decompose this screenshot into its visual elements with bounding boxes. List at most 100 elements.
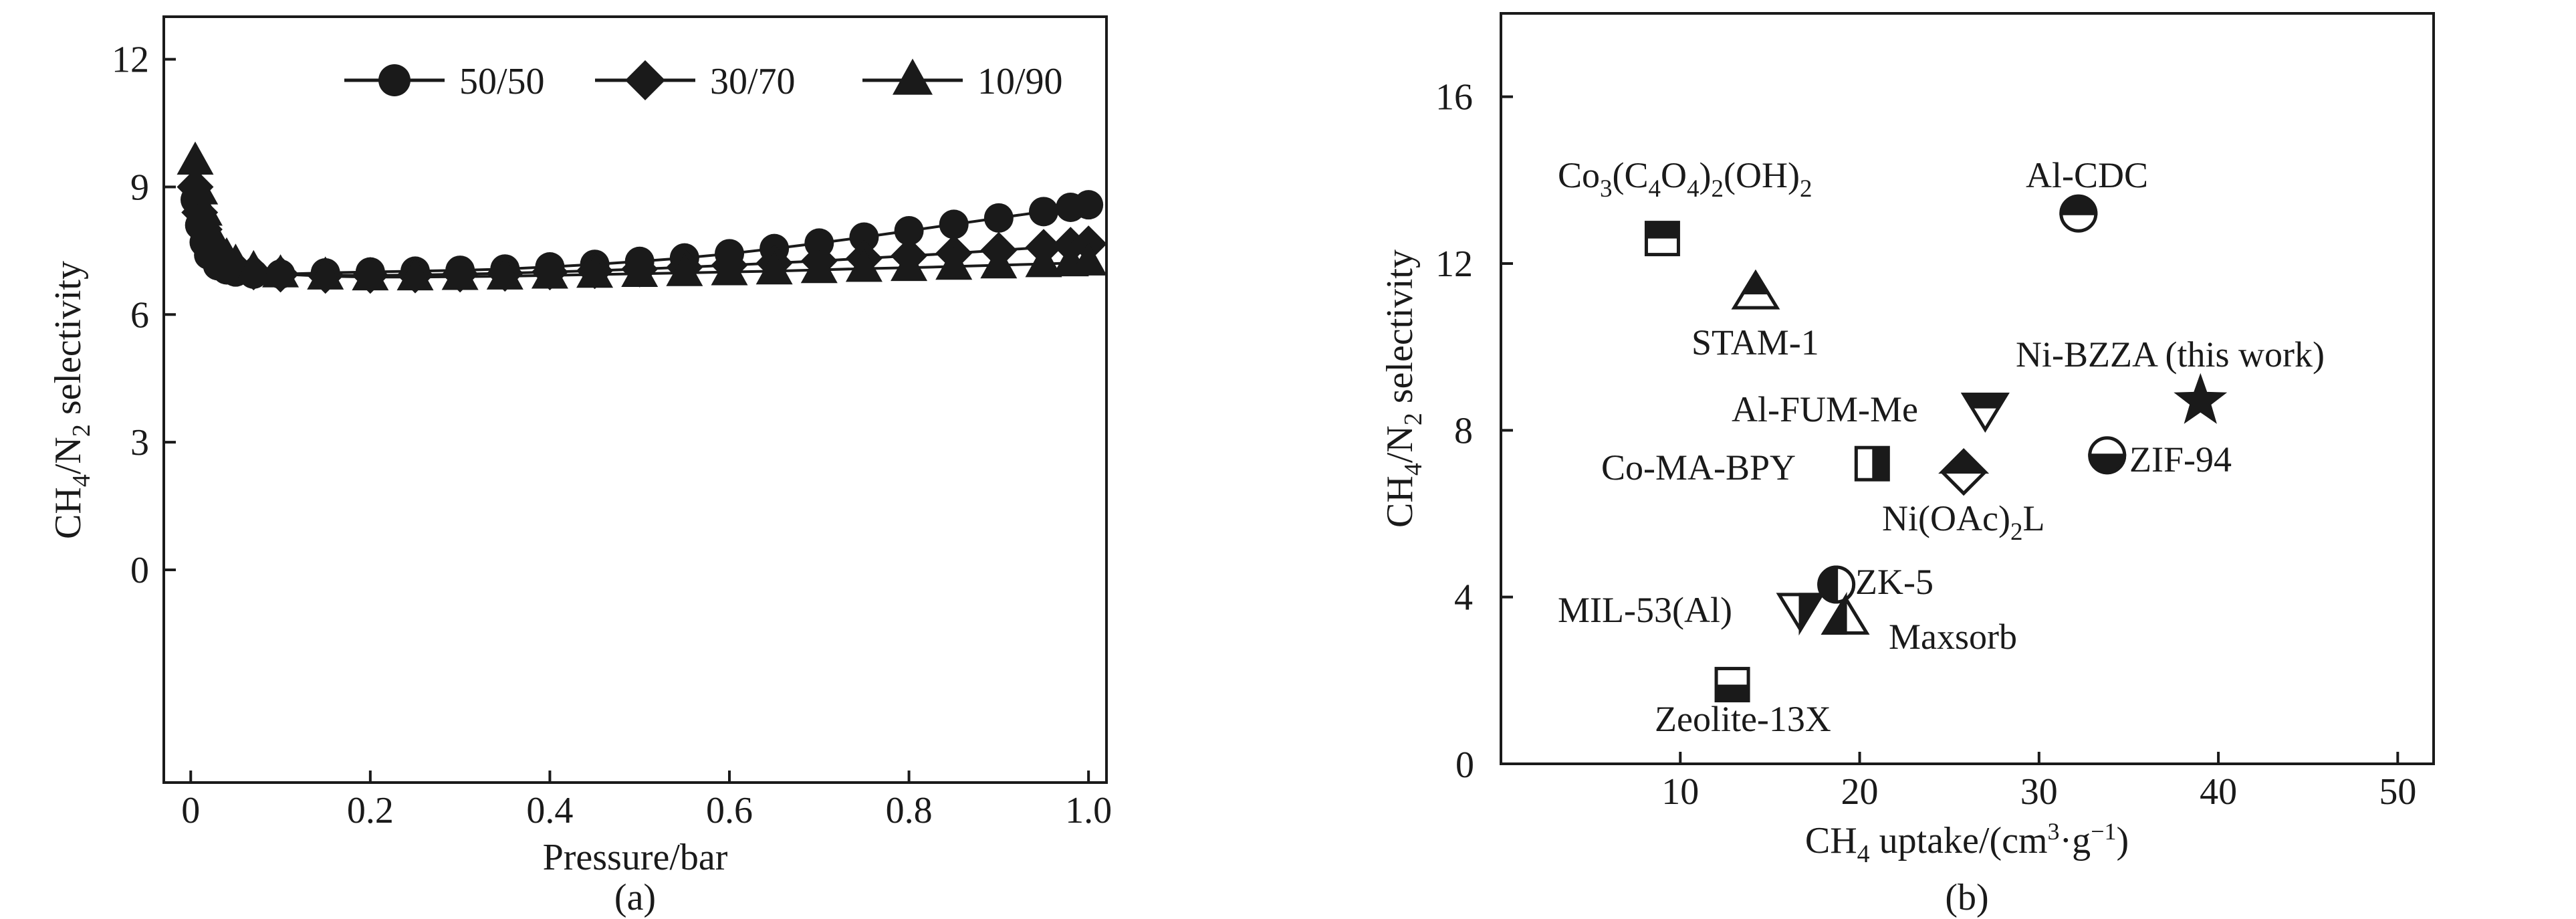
panel-a-x-axis-title: Pressure/bar — [543, 837, 728, 878]
b-x-tick-label-4: 50 — [2379, 771, 2416, 813]
series-10-90-point-17 — [666, 253, 703, 286]
panel-b-selectivity-vs-uptake: 10 20 30 40 50 4 8 12 16 0 Co3(C4O4)2(OH)2 STAM… — [1379, 12, 2435, 918]
point-label-ni-bzza: Ni-BZZA (this work) — [2016, 334, 2325, 375]
point-al-fum-me — [1960, 393, 2010, 433]
series-10-90-point-1 — [181, 171, 219, 205]
point-zeolite-13x — [1714, 667, 1750, 703]
b-y-tick-label-2: 12 — [1435, 243, 1473, 285]
point-stam-1 — [1731, 269, 1780, 310]
point-co3-c4o4-2-oh-2 — [1644, 221, 1680, 257]
series-50-50-point-22 — [894, 215, 924, 245]
series-10-90-point-10 — [352, 257, 389, 291]
series-10-90-point-24 — [980, 245, 1018, 279]
series-10-90-point-14 — [531, 256, 568, 289]
series-10-90-point-15 — [576, 254, 614, 288]
a-y-tick-label-3: 9 — [130, 167, 149, 208]
legend-marker-50-50 — [378, 64, 411, 96]
legend-label-30-70: 30/70 — [710, 61, 796, 102]
point-maxsorb — [1821, 591, 1870, 635]
point-stam-1-shape-1 — [1740, 269, 1771, 295]
a-x-tick-label-0: 0 — [181, 790, 200, 831]
legend-marker-30-70 — [625, 60, 665, 100]
panel-a-y-axis-title: CH4/N2 selectivity — [47, 261, 96, 539]
series-50-50-point-21 — [849, 222, 879, 252]
series-10-90-point-20 — [800, 249, 838, 284]
point-zk-5 — [1817, 565, 1856, 604]
a-x-tick-label-5: 1.0 — [1065, 790, 1112, 831]
legend-marker-10-90 — [893, 58, 933, 95]
series-10-90-point-23 — [935, 246, 973, 280]
point-label-mil-53: MIL-53(Al) — [1558, 590, 1732, 630]
panel-b-x-axis-title: CH4 uptake/(cm3·g−1) — [1805, 818, 2129, 868]
point-label-al-fum-me: Al-FUM-Me — [1732, 389, 1918, 429]
series-10-90-point-19 — [755, 251, 793, 285]
series-10-90-point-21 — [845, 248, 883, 282]
point-al-cdc-shape-1 — [2059, 194, 2098, 215]
series-50-50-point-24 — [983, 203, 1014, 233]
point-label-al-cdc: Al-CDC — [2026, 155, 2148, 195]
series-10-90-point-18 — [711, 251, 748, 286]
panel-b-x-ticks: 10 20 30 40 50 — [1661, 752, 2416, 813]
a-y-tick-label-1: 3 — [130, 422, 149, 464]
panel-a-series — [177, 141, 1107, 294]
a-x-tick-label-3: 0.6 — [706, 790, 753, 831]
point-co3-c4o4-2-oh-2-shape-1 — [1646, 222, 1679, 239]
series-10-90-point-9 — [307, 256, 344, 290]
panel-a-x-ticks: 0 0.2 0.4 0.6 0.8 1.0 — [181, 771, 1112, 831]
point-label-stam-1: STAM-1 — [1691, 322, 1819, 363]
panel-a-y-ticks: 0 3 6 9 12 — [112, 39, 176, 591]
b-x-tick-label-2: 30 — [2020, 771, 2058, 813]
point-zif-94-shape-1 — [2088, 453, 2127, 475]
point-label-zif-94: ZIF-94 — [2129, 439, 2232, 480]
point-zif-94 — [2088, 436, 2127, 475]
point-ni-bzza-this-work-shape-0 — [2174, 373, 2228, 424]
point-co-ma-bpy-shape-1 — [1872, 447, 1889, 480]
series-10-90-point-11 — [396, 257, 434, 291]
point-label-nioac2l: Ni(OAc)2L — [1882, 498, 2044, 546]
series-50-50-point-25 — [1029, 197, 1058, 227]
panel-a-label: (a) — [614, 877, 656, 918]
series-50-50-point-23 — [939, 209, 969, 239]
panel-a-legend: 50/50 30/70 10/90 — [344, 58, 1063, 102]
series-10-90-point-22 — [891, 247, 928, 282]
b-y-tick-label-3: 16 — [1435, 77, 1473, 118]
legend-label-50-50: 50/50 — [459, 61, 545, 102]
series-10-90-point-13 — [486, 256, 523, 290]
b-x-tick-label-1: 20 — [1841, 771, 1879, 813]
point-al-cdc — [2059, 194, 2098, 233]
panel-b-y-ticks: 4 8 12 16 — [1435, 77, 1513, 619]
point-label-co-ma-bpy: Co-MA-BPY — [1601, 447, 1796, 488]
series-10-90-point-8 — [262, 254, 300, 288]
b-y-tick-label-1: 8 — [1454, 410, 1473, 451]
panel-a-axes-frame — [162, 15, 1108, 784]
point-label-zeolite-13x: Zeolite-13X — [1655, 699, 1831, 739]
point-al-fum-me-shape-1 — [1960, 393, 2010, 409]
series-10-90-point-2 — [185, 192, 223, 226]
point-zeolite-13x-shape-1 — [1716, 684, 1749, 701]
point-label-co3c4o4: Co3(C4O4)2(OH)2 — [1558, 155, 1812, 203]
series-10-90-point-25 — [1025, 243, 1062, 278]
b-x-tick-label-3: 40 — [2200, 771, 2237, 813]
point-ni-bzza-this-work — [2174, 373, 2228, 424]
panel-b-axes-frame — [1500, 12, 2435, 765]
point-co-ma-bpy — [1854, 445, 1890, 482]
point-ni-oac-2l-shape-1 — [1938, 448, 1990, 474]
point-mil-53-al-shape-1 — [1798, 593, 1825, 636]
point-ni-oac-2l — [1938, 448, 1990, 496]
a-y-tick-label-0: 0 — [130, 550, 149, 591]
series-50-50-point-27 — [1074, 190, 1104, 220]
point-label-zk-5: ZK-5 — [1855, 562, 1934, 602]
legend-label-10-90: 10/90 — [977, 61, 1063, 102]
a-y-tick-label-2: 6 — [130, 294, 149, 336]
panel-b-label: (b) — [1945, 877, 1988, 918]
point-maxsorb-shape-1 — [1821, 591, 1847, 635]
b-y-tick-label-0: 4 — [1454, 577, 1473, 619]
series-10-90-point-27 — [1070, 242, 1107, 276]
panel-b-y-axis-title: CH4/N2 selectivity — [1379, 249, 1427, 528]
a-x-tick-label-4: 0.8 — [886, 790, 933, 831]
a-x-tick-label-2: 0.4 — [526, 790, 573, 831]
panel-b-points — [1644, 194, 2228, 703]
series-10-90-point-7 — [235, 249, 272, 284]
